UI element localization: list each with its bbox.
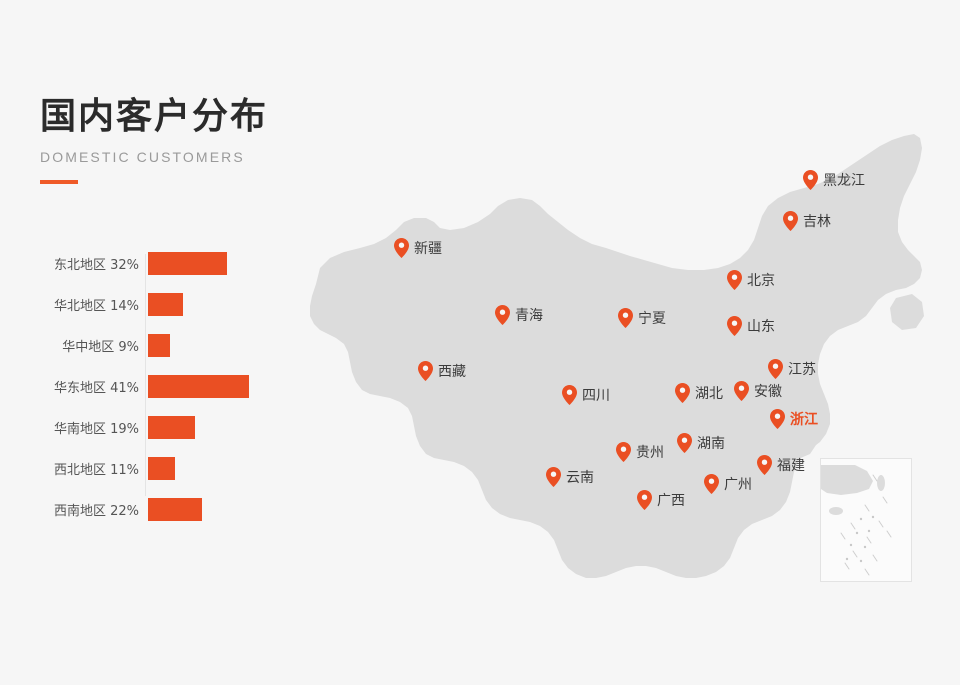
region-bar-chart: 东北地区 32% 华北地区 14% 华中地区 9% 华东地区 41% 华南地区 19% 西… [40, 252, 300, 521]
chart-bar [148, 498, 203, 521]
chart-bar [148, 457, 176, 480]
map-marker-hunan[interactable]: 湖南 [677, 433, 725, 453]
map-pin-icon [562, 385, 577, 405]
map-marker-ningxia[interactable]: 宁夏 [618, 308, 666, 328]
map-marker-zhejiang[interactable]: 浙江 [770, 409, 818, 429]
map-pin-icon [394, 238, 409, 258]
map-pin-icon [727, 316, 742, 336]
map-pin-icon [727, 270, 742, 290]
map-marker-beijing[interactable]: 北京 [727, 270, 775, 290]
chart-row-label: 华东地区 41% [53, 381, 139, 396]
page-subtitle: DOMESTIC CUSTOMERS [40, 149, 245, 165]
chart-row: 华中地区 9% [40, 334, 300, 357]
chart-bar [148, 252, 228, 275]
chart-bar [148, 293, 183, 316]
map-marker-label: 湖北 [695, 386, 723, 402]
map-pin-icon [783, 211, 798, 231]
map-marker-jiangsu[interactable]: 江苏 [768, 359, 816, 379]
map-pin-icon [704, 474, 719, 494]
page-title: 国内客户分布 [40, 96, 269, 137]
map-marker-xizang[interactable]: 西藏 [418, 361, 466, 381]
map-pin-icon [495, 305, 510, 325]
map-marker-jilin[interactable]: 吉林 [783, 211, 831, 231]
map-pin-icon [618, 308, 633, 328]
chart-row-label: 华中地区 9% [62, 340, 139, 355]
map-pin-icon [418, 361, 433, 381]
header: 国内客户分布 DOMESTIC CUSTOMERS [40, 95, 268, 184]
map-pin-icon [675, 383, 690, 403]
map-marker-heilongjiang[interactable]: 黑龙江 [803, 170, 865, 190]
map-pin-icon [803, 170, 818, 190]
chart-rows: 东北地区 32% 华北地区 14% 华中地区 9% 华东地区 41% 华南地区 19% 西… [40, 252, 300, 521]
map-marker-xinjiang[interactable]: 新疆 [394, 238, 442, 258]
map-marker-label: 福建 [777, 458, 805, 474]
map-marker-guizhou[interactable]: 贵州 [616, 442, 664, 462]
map-marker-label: 黑龙江 [823, 173, 865, 189]
map-marker-label: 四川 [582, 388, 610, 404]
chart-row: 西北地区 11% [40, 457, 300, 480]
china-map: 黑龙江吉林新疆北京青海 宁夏山东江苏 西藏四川 湖北 安徽 浙江湖南贵州福建云南 广州广西 [300, 118, 940, 598]
map-marker-label: 北京 [747, 273, 775, 289]
map-marker-label: 江苏 [788, 362, 816, 378]
chart-row-label: 西南地区 22% [53, 504, 139, 519]
chart-row: 华北地区 14% [40, 293, 300, 316]
map-marker-label: 广西 [657, 493, 685, 509]
south-china-sea-inset [820, 458, 912, 582]
map-pin-icon [768, 359, 783, 379]
chart-row-label: 东北地区 32% [53, 258, 139, 273]
chart-row-label: 华南地区 19% [53, 422, 139, 437]
map-marker-guangzhou[interactable]: 广州 [704, 474, 752, 494]
map-marker-label: 云南 [566, 470, 594, 486]
map-marker-label: 湖南 [697, 436, 725, 452]
map-marker-label: 安徽 [754, 384, 782, 400]
chart-row: 西南地区 22% [40, 498, 300, 521]
map-marker-label: 新疆 [414, 241, 442, 257]
map-marker-shandong[interactable]: 山东 [727, 316, 775, 336]
map-pin-icon [677, 433, 692, 453]
map-marker-label: 西藏 [438, 364, 466, 380]
map-marker-fujian[interactable]: 福建 [757, 455, 805, 475]
map-marker-hubei[interactable]: 湖北 [675, 383, 723, 403]
map-pin-icon [637, 490, 652, 510]
map-pin-icon [616, 442, 631, 462]
map-marker-label: 广州 [724, 477, 752, 493]
map-marker-label: 贵州 [636, 445, 664, 461]
chart-axis-line [145, 254, 146, 496]
map-marker-guangxi[interactable]: 广西 [637, 490, 685, 510]
chart-row: 东北地区 32% [40, 252, 300, 275]
map-pin-icon [757, 455, 772, 475]
chart-bar [148, 334, 171, 357]
map-marker-anhui[interactable]: 安徽 [734, 381, 782, 401]
map-marker-label: 宁夏 [638, 311, 666, 327]
accent-bar [40, 180, 78, 184]
map-marker-label: 青海 [515, 308, 543, 324]
map-pin-icon [770, 409, 785, 429]
map-marker-label: 吉林 [803, 214, 831, 230]
map-marker-label: 浙江 [790, 412, 818, 428]
map-marker-sichuan[interactable]: 四川 [562, 385, 610, 405]
chart-bar [148, 375, 250, 398]
chart-row: 华东地区 41% [40, 375, 300, 398]
map-pin-icon [734, 381, 749, 401]
map-marker-qinghai[interactable]: 青海 [495, 305, 543, 325]
map-marker-yunnan[interactable]: 云南 [546, 467, 594, 487]
map-pin-icon [546, 467, 561, 487]
chart-row-label: 西北地区 11% [53, 463, 139, 478]
chart-row: 华南地区 19% [40, 416, 300, 439]
map-marker-label: 山东 [747, 319, 775, 335]
chart-bar [148, 416, 195, 439]
chart-row-label: 华北地区 14% [53, 299, 139, 314]
